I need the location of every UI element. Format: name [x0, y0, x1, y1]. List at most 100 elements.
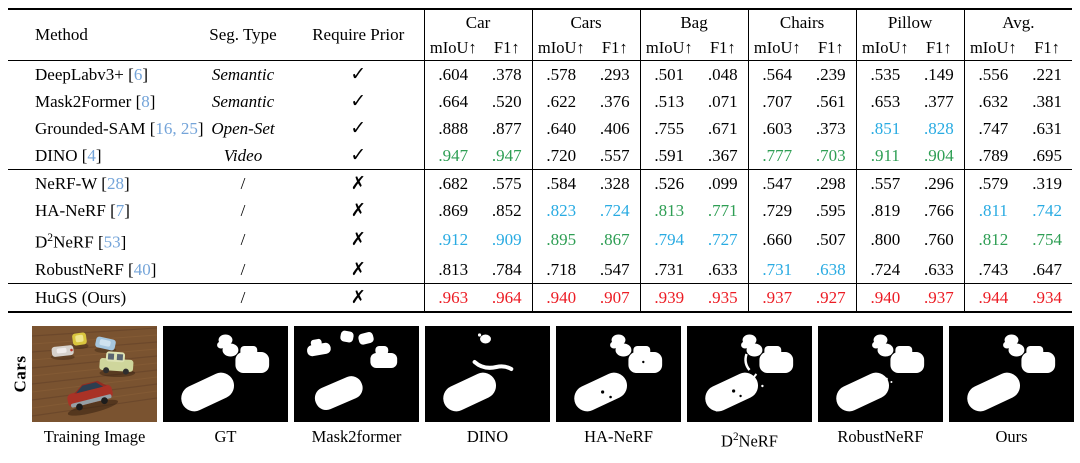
value-cell: .707: [747, 88, 807, 115]
method-cell-dino: DINO [4]: [35, 146, 102, 165]
value-cell: .867: [599, 230, 630, 250]
value-cell: .221: [1032, 65, 1062, 84]
citation-link[interactable]: 8: [141, 92, 150, 111]
value-cell: .911: [855, 142, 915, 170]
citation-link[interactable]: 4: [87, 146, 96, 165]
figure-panel-mask2former: Mask2former: [294, 325, 419, 452]
value-cell: .812: [963, 224, 1023, 256]
scene-row-label: Cars: [8, 326, 32, 422]
citation-link[interactable]: 53: [103, 232, 121, 252]
figure-panel-dino: DINO: [425, 325, 550, 452]
value-cell: .557: [855, 169, 915, 197]
method-name-post: NeRF: [53, 232, 94, 252]
value-cell: .964: [491, 287, 522, 307]
value-cell: .800: [855, 224, 915, 256]
scene-row-label-text: Cars: [10, 355, 30, 393]
value-cell: .660: [747, 224, 807, 256]
method-cell-d2nerf: D2NeRF [53]: [35, 231, 127, 252]
value-cell: .771: [707, 201, 738, 220]
figure-label-gt: GT: [214, 426, 237, 446]
value-cell: .935: [707, 287, 738, 307]
ours-mask-art: [967, 334, 1056, 411]
figure-panel-ours: Ours: [949, 325, 1074, 452]
citation-link[interactable]: 28: [106, 174, 124, 193]
value-cell: .724: [855, 255, 915, 284]
method-cell-robustnerf: RobustNeRF [40]: [35, 259, 157, 279]
value-cell: .632: [963, 88, 1023, 115]
seg-type-cell: Open-Set: [211, 119, 275, 138]
value-cell: .575: [491, 174, 522, 193]
value-cell: .789: [963, 142, 1023, 170]
value-cell: .367: [707, 146, 738, 165]
check-icon: ✓: [350, 91, 367, 112]
value-cell: .239: [815, 65, 846, 84]
value-cell: .912: [423, 224, 482, 256]
col-group-chairs: Chairs: [747, 9, 857, 36]
col-header-seg-type: Seg. Type: [209, 25, 277, 44]
value-cell: .671: [707, 119, 738, 138]
metric-header-f1: F1↑: [601, 38, 628, 57]
value-cell: .513: [639, 88, 699, 115]
seg-type-cell: /: [240, 230, 246, 250]
value-cell: .937: [747, 283, 807, 312]
value-cell: .048: [707, 65, 738, 84]
figure-label-ha-nerf: HA-NeRF: [584, 426, 653, 446]
method-cell-grounded-sam: Grounded-SAM [16, 25]: [35, 119, 204, 138]
value-cell: .909: [491, 230, 522, 250]
method-name: DeepLabv3+: [35, 65, 124, 84]
seg-type-cell: /: [240, 201, 246, 220]
gt-mask-image: [163, 325, 288, 422]
table-block-1: DeepLabv3+ [6] Semantic ✓ .604 .378 .578 .293.…: [8, 60, 1073, 170]
citation-link[interactable]: 7: [115, 201, 125, 220]
value-cell: .633: [923, 259, 954, 279]
value-cell: .381: [1032, 92, 1062, 111]
value-cell: .526: [639, 169, 699, 197]
method-cell-mask2former: Mask2Former [8]: [35, 92, 156, 111]
figure-panel-d2nerf: D2NeRF: [687, 325, 812, 452]
results-table: Method Seg. Type Require Prior Car Cars Ba…: [8, 8, 1073, 313]
ours-mask-image: [949, 325, 1074, 422]
value-cell: .535: [855, 60, 915, 88]
dino-mask-art: [443, 333, 514, 411]
metric-header-miou: mIoU↑: [531, 36, 591, 61]
header-metric-row: mIoU↑ F1↑ mIoU↑ F1↑ mIoU↑ F1↑ mIoU↑ F1↑ mIoU↑ F1↑…: [8, 36, 1072, 61]
value-cell: .664: [423, 88, 482, 115]
value-cell: .937: [923, 287, 954, 307]
value-cell: .298: [815, 174, 846, 193]
value-cell: .520: [491, 92, 522, 111]
value-cell: .099: [707, 174, 738, 193]
citation-link[interactable]: 40: [133, 259, 151, 279]
value-cell: .755: [639, 115, 699, 142]
method-cell-deeplabv3: DeepLabv3+ [6]: [35, 65, 148, 84]
value-cell: .743: [963, 255, 1023, 284]
robustnerf-mask-art: [836, 334, 925, 411]
value-cell: .633: [707, 259, 738, 279]
table-row-mask2former: Mask2Former [8] Semantic ✓ .664 .520 .622 .376…: [8, 88, 1072, 115]
value-cell: .754: [1032, 230, 1062, 250]
value-cell: .507: [815, 230, 846, 250]
mask2former-mask-art: [307, 330, 398, 410]
value-cell: .377: [923, 92, 954, 111]
value-cell: .695: [1032, 146, 1062, 165]
method-name: Mask2Former: [35, 92, 132, 111]
table-row-ha-nerf: HA-NeRF [7] / ✗ .869 .852 .823 .724 .813 .771 .72…: [8, 197, 1072, 224]
method-name: D: [35, 232, 48, 252]
metric-header-miou: mIoU↑: [963, 36, 1023, 61]
training-image-art: [32, 325, 157, 422]
value-cell: .819: [855, 197, 915, 224]
value-cell: .579: [963, 169, 1023, 197]
training-image: [32, 325, 157, 422]
value-cell: .604: [423, 60, 482, 88]
value-cell: .406: [599, 119, 630, 138]
col-group-pillow: Pillow: [855, 9, 965, 36]
value-cell: .622: [531, 88, 591, 115]
citation-link[interactable]: 6: [133, 65, 143, 84]
value-cell: .718: [531, 255, 591, 284]
seg-type-cell: /: [240, 287, 246, 307]
figure-label-dino: DINO: [466, 426, 509, 446]
citation-link[interactable]: 16, 25: [155, 119, 198, 138]
value-cell: .149: [923, 65, 954, 84]
header-group-row: Method Seg. Type Require Prior Car Cars Ba…: [8, 9, 1073, 44]
cross-icon: ✗: [350, 200, 366, 220]
metric-header-f1: F1↑: [493, 38, 520, 57]
